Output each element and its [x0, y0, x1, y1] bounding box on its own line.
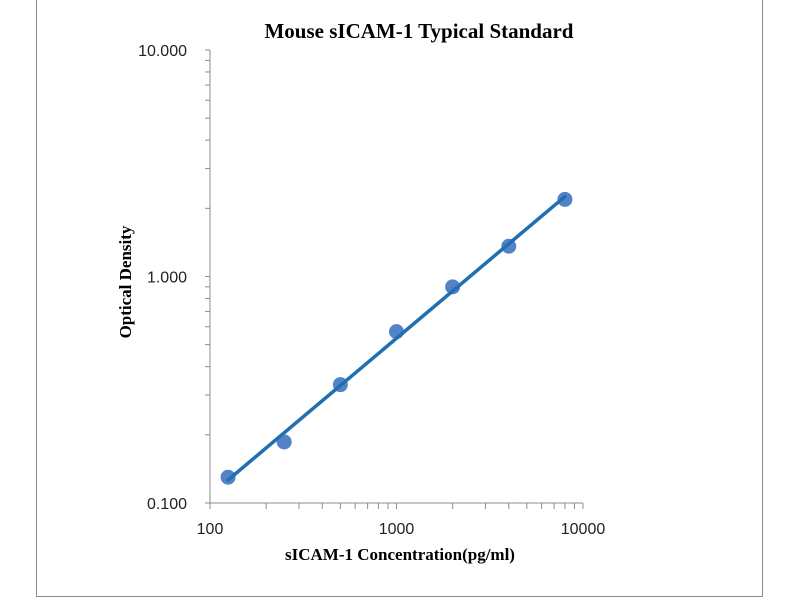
x-axis-label: sICAM-1 Concentration(pg/ml) — [285, 545, 515, 564]
x-tick-label: 10000 — [561, 521, 606, 538]
y-axis-label: Optical Density — [116, 225, 135, 338]
y-tick-label: 0.100 — [147, 496, 187, 513]
chart-title: Mouse sICAM-1 Typical Standard — [264, 19, 573, 43]
data-point — [220, 469, 236, 485]
x-tick-label: 1000 — [379, 521, 415, 538]
data-point — [445, 279, 461, 295]
chart-frame — [36, 0, 763, 597]
y-tick-label: 1.000 — [147, 270, 187, 287]
y-tick-label: 10.000 — [138, 43, 187, 60]
x-tick-label: 100 — [197, 521, 224, 538]
data-point — [276, 434, 292, 450]
trendline — [226, 194, 567, 482]
data-point — [557, 191, 573, 207]
